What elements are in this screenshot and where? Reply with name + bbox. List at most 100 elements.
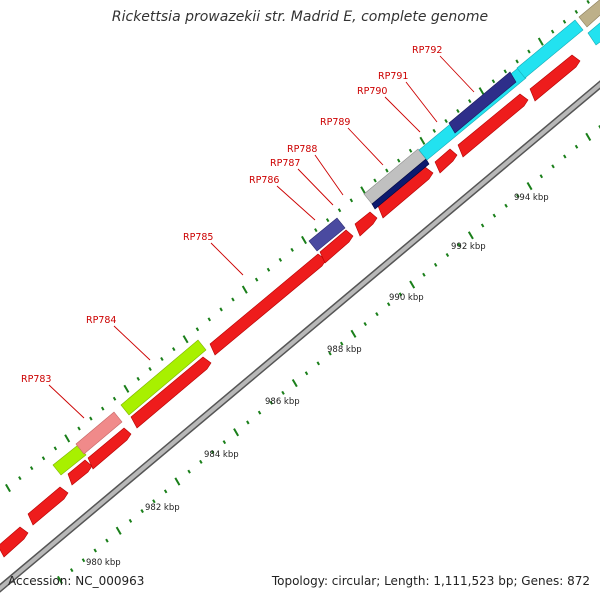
inner-tick: [257, 410, 262, 415]
inner-tick: [340, 341, 344, 346]
feature-track: [52, 0, 600, 476]
inner-tick: [350, 329, 357, 338]
outer-tick: [468, 99, 472, 104]
inner-tick: [563, 154, 567, 159]
inner-tick: [210, 449, 215, 454]
outer-tick: [419, 136, 426, 145]
outer-tick: [182, 335, 189, 344]
inner-tick: [187, 469, 191, 474]
gene-label-pointer: [210, 242, 244, 276]
outer-tick: [278, 257, 283, 262]
outer-tick: [478, 87, 485, 96]
inner-tick: [539, 174, 544, 179]
topology-label: Topology: circular; Length: 1,111,523 bp…: [271, 574, 590, 588]
outer-tick: [89, 416, 93, 421]
kbp-label: 986 kbp: [265, 397, 300, 407]
gene-label-pointer: [276, 185, 316, 221]
feature-box: [578, 0, 600, 28]
inner-tick: [281, 390, 285, 395]
outer-tick: [148, 366, 152, 371]
cds-arrow: [0, 526, 29, 558]
inner-tick: [574, 144, 579, 149]
kbp-label: 980 kbp: [86, 558, 121, 568]
inner-tick: [585, 132, 592, 141]
gene-label: RP789: [320, 117, 350, 128]
inner-tick: [598, 124, 600, 129]
feature-box: [371, 158, 430, 210]
inner-tick-ring: [57, 124, 600, 585]
outer-tick: [337, 208, 342, 213]
cds-arrow: [457, 93, 529, 158]
outer-tick: [29, 466, 34, 471]
outer-tick: [562, 19, 567, 24]
outer-tick: [160, 357, 164, 362]
inner-tick: [467, 231, 474, 240]
cds-arrow: [434, 148, 458, 174]
outer-tick: [314, 228, 318, 233]
inner-tick: [233, 428, 240, 437]
outer-tick: [290, 247, 294, 252]
gene-label: RP785: [183, 232, 213, 243]
kbp-label: 990 kbp: [389, 293, 424, 303]
gene-label: RP788: [287, 144, 317, 155]
outer-tick: [100, 406, 105, 411]
gene-label: RP792: [412, 45, 442, 56]
inner-tick: [70, 568, 74, 573]
inner-tick: [445, 253, 450, 258]
kbp-label: 988 kbp: [327, 345, 362, 355]
inner-tick: [386, 302, 391, 307]
inner-tick: [422, 272, 426, 277]
outer-tick: [64, 434, 71, 443]
outer-tick: [195, 327, 200, 332]
feature-box: [308, 217, 346, 252]
inner-tick: [115, 526, 122, 535]
outer-tick: [5, 483, 11, 493]
outer-tick: [325, 218, 330, 223]
outer-tick: [491, 79, 496, 84]
inner-tick: [526, 181, 533, 191]
outer-tick: [136, 376, 140, 381]
outer-tick: [254, 277, 259, 282]
gene-label-pointer: [113, 325, 151, 361]
gene-label-pointer: [48, 384, 85, 419]
inner-tick: [504, 203, 508, 208]
outer-tick: [207, 317, 212, 322]
outer-tick: [53, 446, 58, 451]
cds-arrow: [27, 486, 69, 526]
inner-tick: [304, 371, 309, 376]
cds-arrow: [354, 211, 378, 237]
inner-tick: [152, 499, 156, 504]
feature-box: [516, 19, 584, 79]
outer-tick: [444, 118, 448, 123]
gene-label: RP790: [357, 86, 387, 97]
cds-arrow: [319, 229, 354, 264]
gene-label-pointer: [384, 96, 421, 133]
inner-tick: [375, 312, 379, 317]
outer-tick: [574, 9, 579, 14]
outer-tick: [172, 347, 176, 352]
inner-tick: [328, 351, 332, 356]
inner-tick: [551, 164, 555, 169]
outer-tick: [231, 297, 235, 302]
outer-tick: [456, 109, 460, 114]
gene-label-pointer: [405, 81, 438, 123]
inner-tick: [409, 280, 416, 289]
inner-tick: [492, 213, 497, 218]
outer-tick: [503, 69, 508, 74]
inner-tick: [480, 223, 485, 228]
inner-tick: [163, 489, 168, 494]
map-title: Rickettsia prowazekii str. Madrid E, com…: [111, 9, 489, 25]
gene-label: RP787: [270, 158, 300, 169]
inner-tick: [316, 361, 320, 366]
outer-tick: [396, 158, 401, 163]
kbp-label: 982 kbp: [145, 503, 180, 513]
gene-label-pointer: [314, 154, 344, 196]
cds-arrow: [529, 54, 581, 102]
inner-tick: [433, 262, 438, 267]
feature-box-end: [587, 22, 600, 46]
outer-tick: [360, 186, 367, 195]
inner-tick: [363, 321, 367, 326]
outer-tick: [123, 384, 130, 393]
accession-label: Accession: NC_000963: [8, 574, 145, 588]
